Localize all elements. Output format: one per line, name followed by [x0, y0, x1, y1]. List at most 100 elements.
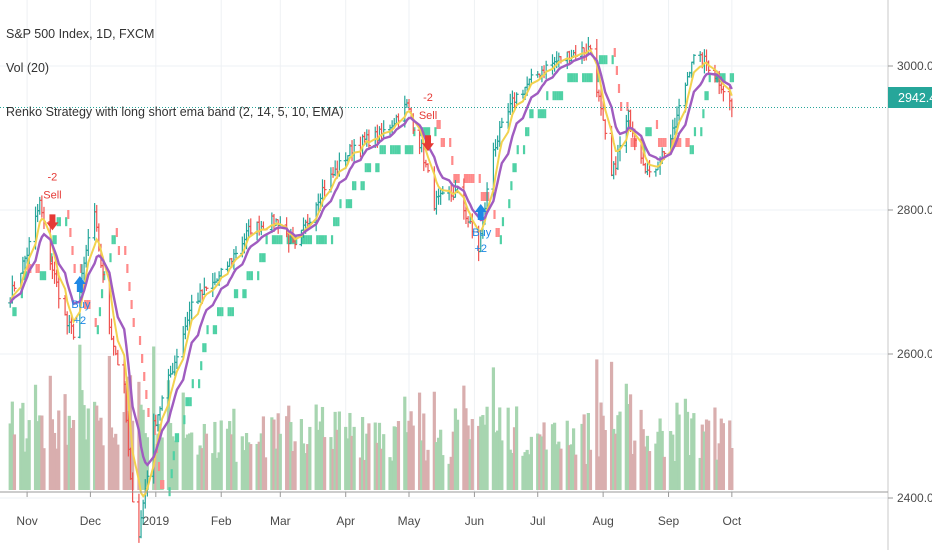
- volume-bar: [257, 441, 261, 490]
- renko-brick: [50, 253, 53, 263]
- volume-bar: [599, 402, 603, 490]
- volume-bar: [485, 406, 489, 490]
- volume-bar: [247, 442, 251, 490]
- buy-arrow-icon: [474, 204, 487, 220]
- buy-arrow-icon: [73, 276, 86, 292]
- volume-bar: [409, 411, 413, 490]
- volume-bar: [542, 422, 546, 490]
- renko-brick: [723, 73, 726, 83]
- volume-bar: [333, 411, 337, 490]
- volume-bar: [78, 344, 82, 490]
- renko-brick: [187, 397, 190, 407]
- volume-bar: [124, 380, 128, 490]
- volume-bar: [698, 457, 702, 490]
- time-tick-label: May: [398, 514, 421, 528]
- renko-brick: [145, 390, 148, 399]
- volume-bar: [673, 460, 677, 490]
- renko-brick: [529, 109, 532, 119]
- renko-brick: [352, 181, 355, 191]
- volume-bar: [449, 456, 453, 490]
- renko-brick: [478, 174, 481, 183]
- signal-amount: -2: [48, 171, 58, 183]
- renko-brick: [354, 181, 357, 191]
- price-axis: 3000.0 2800.0 2600.0 2400.0: [888, 59, 932, 505]
- time-tick-label: 2019: [142, 514, 169, 528]
- renko-brick: [434, 127, 437, 137]
- renko-brick: [347, 199, 351, 209]
- volume-bar: [373, 422, 377, 490]
- renko-brick: [115, 228, 118, 237]
- volume-bar: [466, 425, 470, 490]
- renko-brick: [231, 307, 234, 317]
- renko-brick: [288, 235, 291, 245]
- volume-bar: [274, 448, 278, 490]
- renko-brick: [198, 379, 201, 389]
- signal-label: Buy: [71, 299, 90, 311]
- volume-bar: [276, 413, 280, 490]
- volume-bar: [510, 452, 514, 490]
- volume-bar: [658, 418, 662, 490]
- renko-brick: [689, 145, 692, 155]
- volume-bar: [306, 444, 310, 490]
- renko-brick: [81, 282, 85, 291]
- volume-bar: [601, 415, 605, 490]
- volume-bar: [200, 448, 204, 490]
- sell-arrow-icon: [46, 214, 59, 231]
- volume-bar: [426, 449, 430, 490]
- renko-brick: [117, 246, 121, 255]
- volume-bar: [669, 431, 673, 490]
- time-tick-label: Jul: [530, 514, 545, 528]
- renko-brick: [217, 307, 220, 317]
- renko-brick: [470, 174, 473, 183]
- renko-brick: [103, 271, 106, 281]
- renko-brick: [153, 426, 156, 435]
- signal-label: Sell: [419, 110, 437, 122]
- renko-brick: [714, 73, 718, 83]
- volume-bar: [261, 416, 266, 490]
- renko-brick: [628, 120, 631, 129]
- volume-bar: [156, 433, 160, 490]
- renko-brick: [615, 66, 618, 75]
- volume-bar: [631, 453, 635, 490]
- volume-bar: [40, 415, 44, 490]
- volume-bar: [97, 420, 101, 490]
- renko-brick: [603, 55, 606, 65]
- signal-amount: +2: [74, 315, 87, 327]
- renko-brick: [109, 253, 112, 263]
- renko-brick: [453, 174, 456, 183]
- renko-brick: [309, 235, 313, 245]
- volume-bar: [55, 448, 59, 490]
- volume-bar: [181, 392, 185, 490]
- volume-bar: [242, 450, 247, 490]
- renko-brick: [79, 264, 83, 273]
- renko-brick: [322, 235, 325, 245]
- volume-bar: [677, 414, 681, 490]
- renko-brick: [248, 271, 251, 281]
- renko-brick: [516, 145, 519, 155]
- renko-brick: [390, 145, 393, 155]
- ema-fast-line: [9, 48, 733, 498]
- volume-bar: [424, 460, 428, 490]
- volume-bar: [441, 455, 445, 490]
- volume-bar: [692, 413, 696, 490]
- renko-brick: [413, 127, 416, 137]
- renko-brick: [649, 127, 652, 137]
- volume-bar: [38, 415, 42, 490]
- volume-bar: [512, 427, 517, 490]
- volume-bar: [683, 398, 688, 490]
- volume-bar: [160, 437, 164, 490]
- volume-bar: [656, 431, 660, 490]
- renko-brick: [307, 235, 310, 245]
- volume-bar: [320, 406, 325, 490]
- renko-brick: [544, 109, 547, 119]
- renko-brick: [569, 73, 572, 83]
- renko-brick: [630, 138, 633, 147]
- renko-brick: [35, 264, 38, 273]
- volume-bar: [289, 422, 293, 490]
- renko-brick: [280, 235, 283, 245]
- renko-brick: [423, 127, 426, 137]
- renko-brick: [556, 91, 559, 101]
- renko-brick: [172, 451, 175, 461]
- renko-brick: [303, 235, 306, 245]
